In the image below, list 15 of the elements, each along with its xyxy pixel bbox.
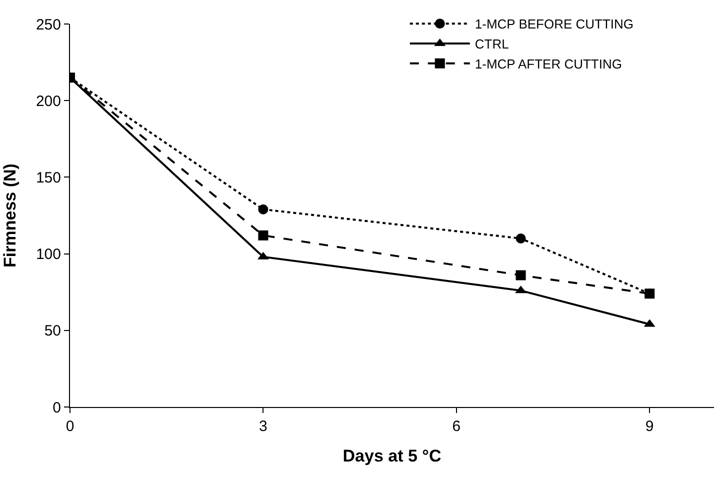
legend-label: 1-MCP AFTER CUTTING <box>474 56 622 72</box>
y-tick-label: 0 <box>52 399 61 416</box>
y-tick-label: 250 <box>36 16 61 34</box>
x-tick-label: 3 <box>259 418 268 435</box>
x-axis-title: Days at 5 °C <box>342 446 442 466</box>
y-tick-label: 200 <box>36 92 61 110</box>
y-axis-title: Firmness (N) <box>0 164 20 268</box>
legend-label: CTRL <box>474 36 509 52</box>
x-tick-label: 6 <box>452 418 461 435</box>
x-tick-label: 0 <box>66 418 74 435</box>
y-tick-label: 150 <box>36 169 61 186</box>
x-tick-label: 9 <box>645 418 654 435</box>
y-tick-label: 50 <box>44 322 61 340</box>
y-tick-label: 100 <box>36 246 61 264</box>
legend-label: 1-MCP BEFORE CUTTING <box>474 16 634 32</box>
